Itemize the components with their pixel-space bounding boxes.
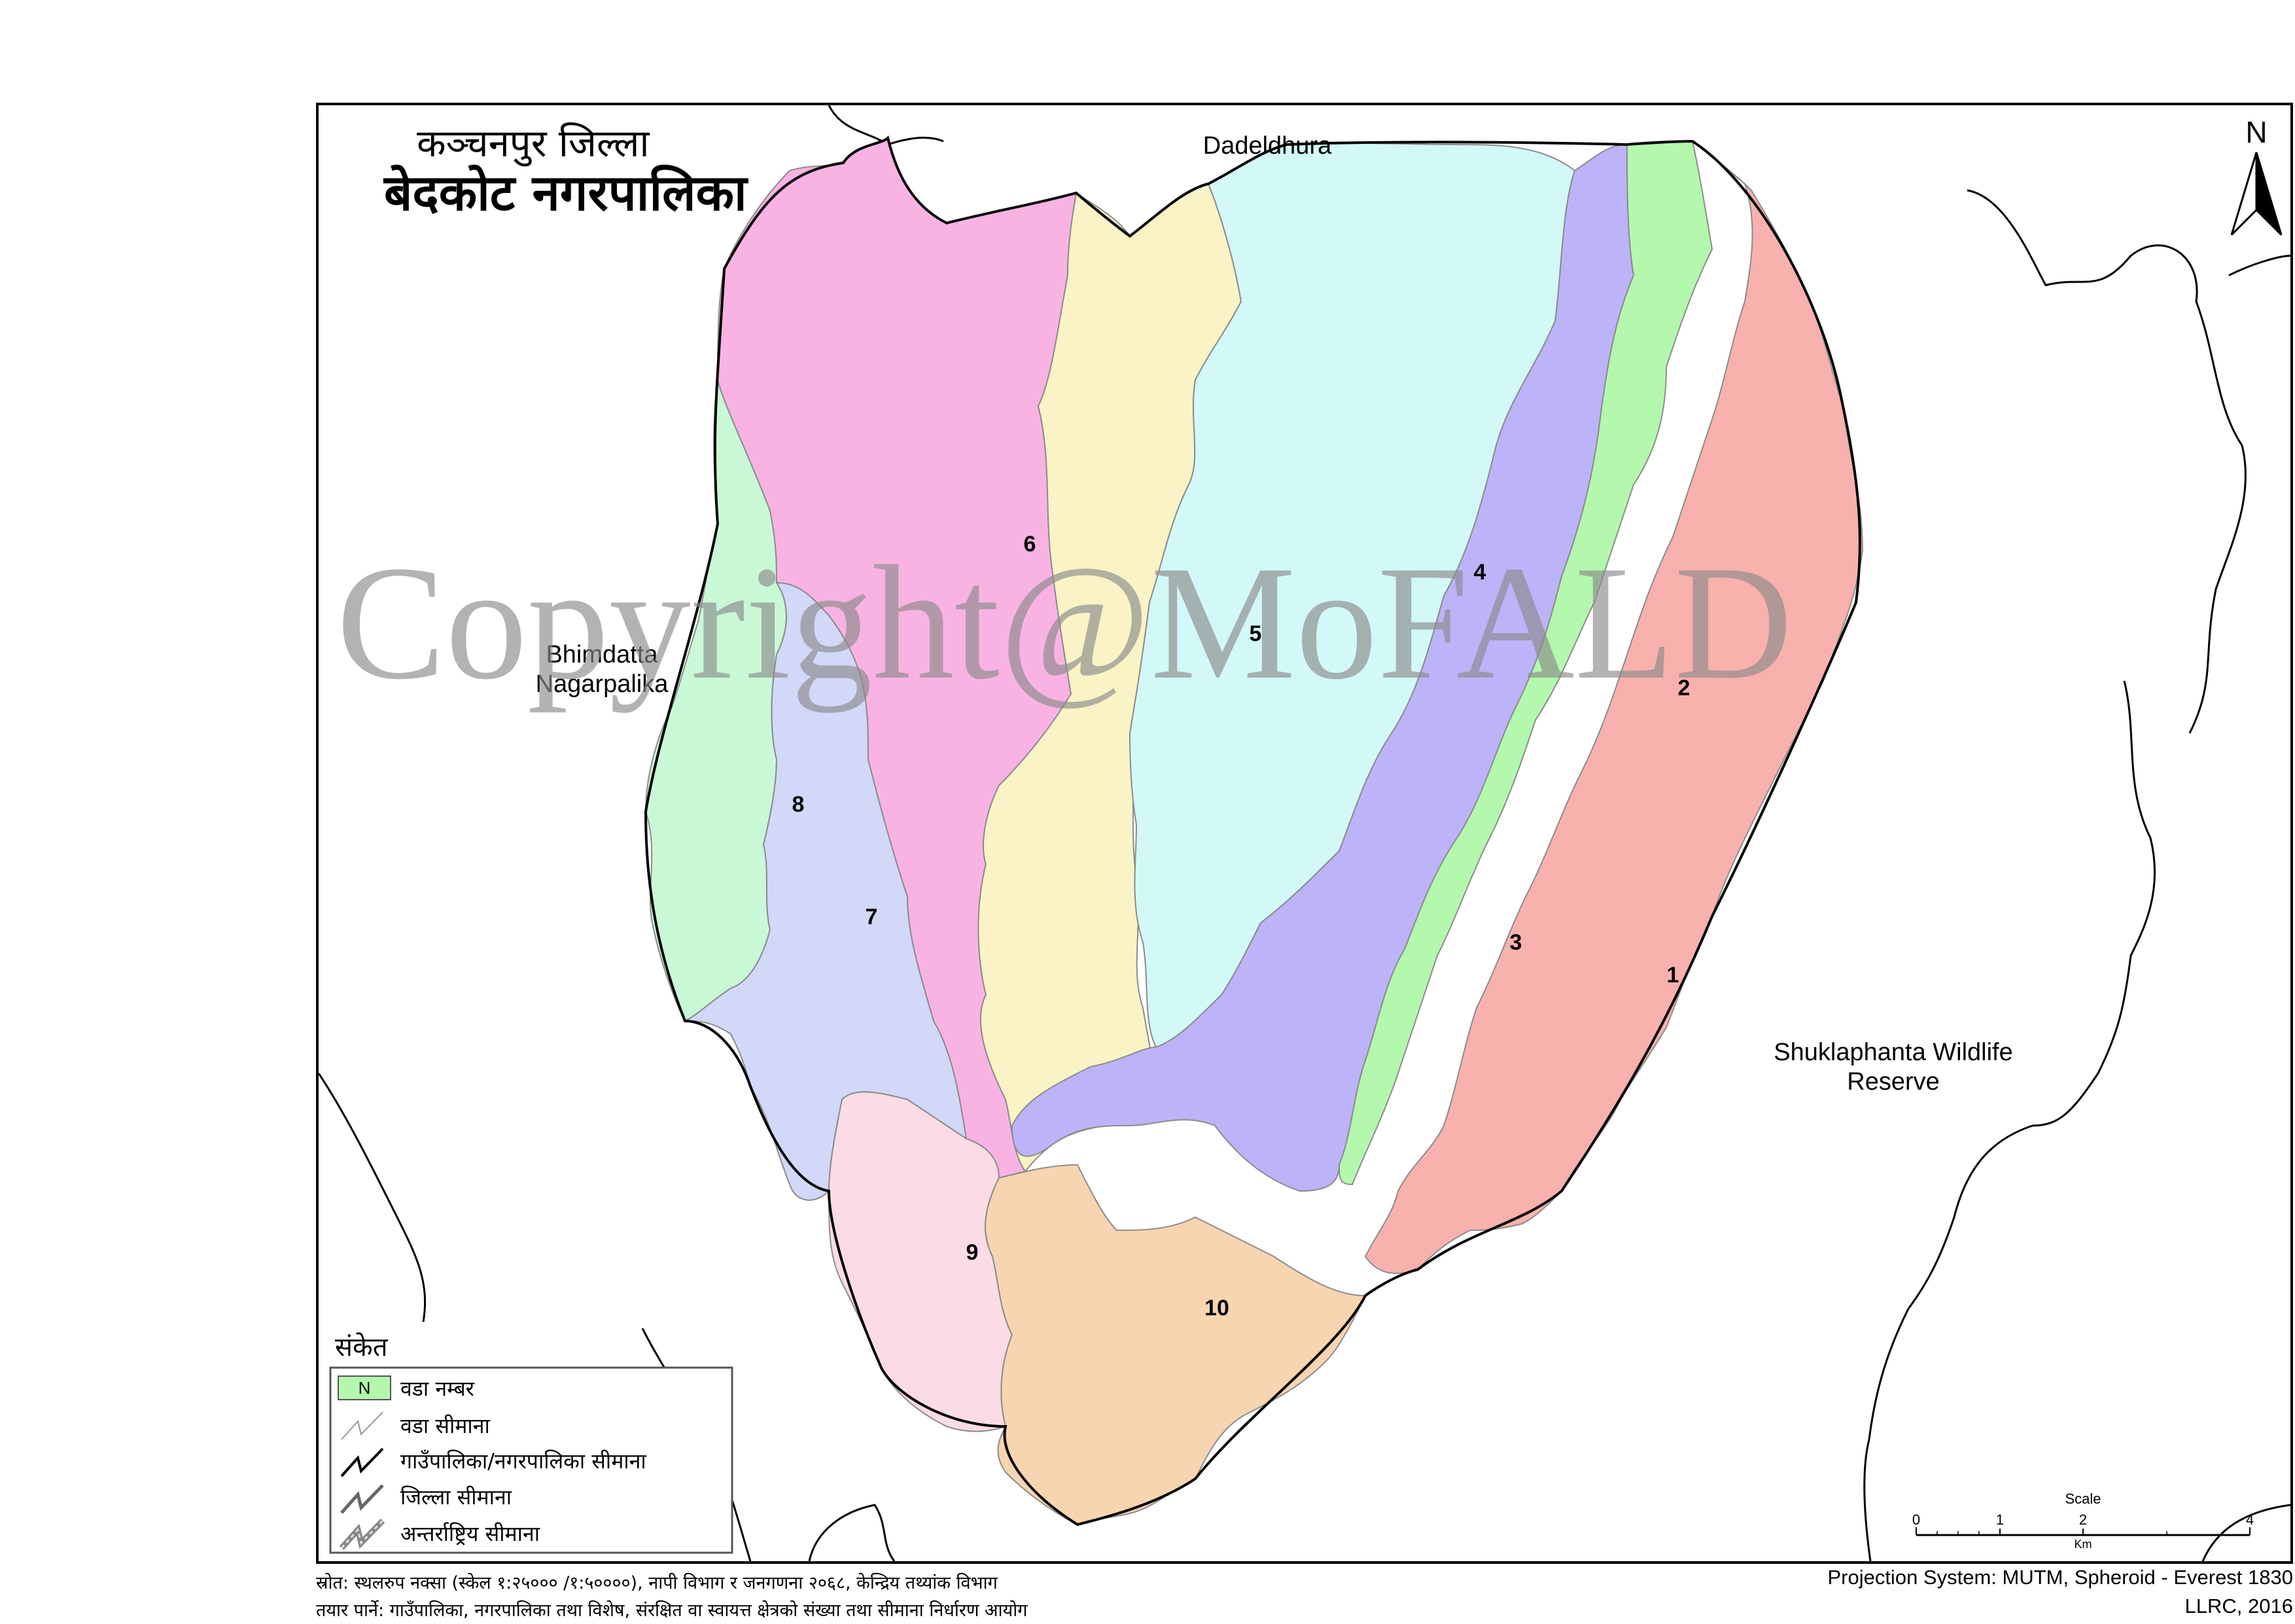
legend-item-ward-number: वडा नम्बर <box>400 1376 475 1401</box>
ward-label-1: 1 <box>1667 963 1679 988</box>
legend-title: संकेत <box>335 1332 389 1362</box>
municipality-title: बेदकोट नगरपालिका <box>383 164 748 222</box>
north-arrow: N <box>2230 115 2283 236</box>
scale-tick-label-2: 2 <box>2079 1512 2087 1528</box>
legend-item-ward-boundary: वडा सीमाना <box>400 1413 490 1438</box>
legend-item-district-boundary: जिल्ला सीमाना <box>400 1485 512 1510</box>
footer-credit: LLRC, 2016 <box>2184 1595 2293 1617</box>
ward-label-8: 8 <box>792 792 805 817</box>
footer-prepared-by: तयार पार्ने: गाउँपालिका, नगरपालिका तथा व… <box>316 1600 1028 1621</box>
copyright-watermark: Copyright@MoFALD <box>336 532 1793 714</box>
south-boundary-left <box>808 1504 896 1561</box>
ward-label-3: 3 <box>1510 930 1522 955</box>
footer-source: स्रोत: स्थलरुप नक्सा (स्केल १:२५००० /१:५… <box>316 1573 998 1593</box>
scale-tick-label-3: 4 <box>2246 1512 2254 1528</box>
north-arrow-fill-icon <box>2255 152 2283 236</box>
ward-2-area <box>1338 140 1713 1186</box>
neighbor-west-label-line2: Nagarpalika <box>536 670 669 698</box>
legend: संकेत N वडा नम्बर वडा सीमाना गाउँपालिका/… <box>329 1332 733 1554</box>
ward-1-area <box>1364 141 1864 1274</box>
ward-label-7: 7 <box>866 905 878 929</box>
ward-10-area <box>985 1164 1367 1526</box>
ward-7-area <box>684 581 968 1201</box>
scale-tick-label-0: 0 <box>1912 1512 1920 1528</box>
ward-label-9: 9 <box>966 1240 979 1265</box>
scale-bar: Scale 0 1 2 4 Km <box>1912 1491 2254 1551</box>
legend-item-international-boundary: अन्तर्राष्ट्रिय सीमाना <box>400 1521 540 1546</box>
legend-box <box>329 1366 733 1554</box>
legend-district-boundary-icon <box>340 1484 384 1514</box>
east-boundary-right <box>2228 254 2290 277</box>
north-arrow-icon <box>2230 152 2258 236</box>
legend-municipality-boundary-icon <box>340 1447 384 1477</box>
ward-map: कञ्चनपुर जिल्ला बेदकोट नगरपालिका Dadeldh… <box>319 105 2290 1561</box>
ward-label-2: 2 <box>1678 676 1691 700</box>
neighbor-west-label-line1: Bhimdatta <box>546 641 658 668</box>
neighbor-north-label: Dadeldhura <box>1203 132 1332 160</box>
neighbor-east-label-line1: Shuklaphanta Wildlife <box>1774 1039 2012 1066</box>
legend-item-municipality-boundary: गाउँपालिका/नगरपालिका सीमाना <box>400 1449 646 1474</box>
south-boundary-right <box>2201 1504 2290 1561</box>
southwest-district-boundary <box>319 1073 427 1322</box>
scale-unit: Km <box>2075 1538 2092 1551</box>
neighbor-east-label-line2: Reserve <box>1847 1068 1940 1096</box>
footer-projection: Projection System: MUTM, Spheroid - Ever… <box>1827 1566 2293 1589</box>
legend-ward-number-icon <box>338 1375 391 1400</box>
legend-ward-number-symbol: N <box>359 1378 371 1398</box>
ward-polygons <box>644 137 1864 1526</box>
ward-label-6: 6 <box>1024 532 1036 557</box>
legend-international-boundary-icon-dash <box>340 1519 384 1549</box>
map-frame: कञ्चनपुर जिल्ला बेदकोट नगरपालिका Dadeldh… <box>316 103 2293 1564</box>
ward-label-4: 4 <box>1474 560 1486 585</box>
legend-ward-boundary-icon <box>341 1411 383 1440</box>
municipality-boundary <box>644 135 1861 1527</box>
north-arrow-letter: N <box>2245 115 2267 149</box>
scale-title: Scale <box>2065 1491 2101 1507</box>
scale-tick-label-1: 1 <box>1996 1512 2004 1528</box>
east-boundary-upper <box>1967 189 2247 734</box>
ward-label-5: 5 <box>1250 621 1262 646</box>
ward-label-10: 10 <box>1204 1296 1229 1321</box>
district-title: कञ्चनपुर जिल्ला <box>417 121 650 167</box>
east-boundary-lower <box>1863 680 2156 1561</box>
